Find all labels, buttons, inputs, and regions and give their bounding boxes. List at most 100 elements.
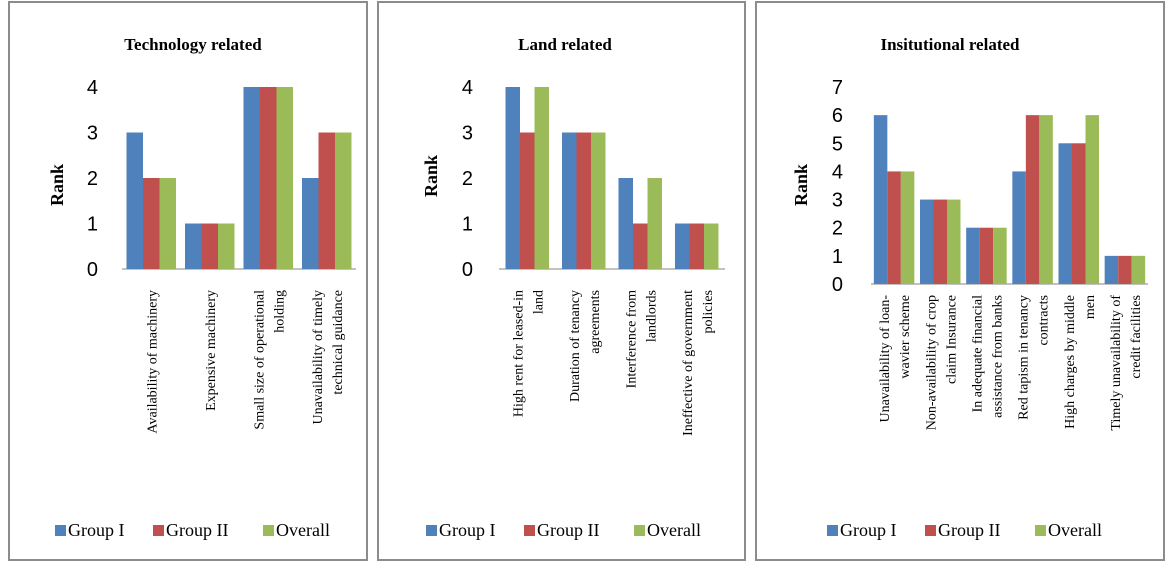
- bar-overall-4: [335, 132, 352, 269]
- bar-group-ii-3: [260, 87, 277, 269]
- x-tick-label: agreements: [588, 290, 603, 354]
- bar-group-i-2: [562, 132, 577, 269]
- panel-frame: [377, 1, 746, 561]
- bar-group-ii-3: [633, 223, 648, 269]
- x-tick-label: High charges by middle: [1063, 295, 1078, 429]
- bar-group-ii-6: [1118, 255, 1132, 284]
- y-tick-label: 2: [462, 168, 473, 190]
- y-tick-label: 7: [832, 77, 843, 99]
- legend-swatch: [827, 525, 838, 536]
- legend-swatch: [1035, 525, 1046, 536]
- x-tick-label: land: [531, 290, 546, 314]
- x-tick-label: Interference from: [624, 290, 639, 388]
- x-tick-label: holding: [272, 290, 287, 333]
- legend-label: Group I: [68, 520, 125, 540]
- chart-title: Insitutional related: [880, 35, 1020, 54]
- y-axis-label: Rank: [791, 164, 811, 206]
- y-tick-label: 2: [87, 168, 98, 190]
- bar-overall-5: [1085, 115, 1099, 285]
- legend-label: Group II: [537, 520, 599, 540]
- x-tick-label: Non-availability of crop: [924, 295, 939, 430]
- y-tick-label: 1: [832, 246, 843, 268]
- bar-overall-3: [993, 227, 1007, 284]
- x-tick-label: Unavailability of loan-: [878, 295, 893, 423]
- x-tick-label: Duration of tenancy: [568, 290, 583, 402]
- chart-title: Land related: [518, 35, 612, 54]
- bar-group-i-2: [185, 223, 202, 269]
- bar-overall-2: [218, 223, 235, 269]
- legend-swatch: [55, 525, 66, 536]
- x-tick-label: landlords: [644, 290, 659, 342]
- chart-panel-2: Land related Rank 0 1 2 3 4 High rent for lease…: [377, 1, 746, 561]
- y-tick-label: 0: [832, 274, 843, 296]
- x-tick-label: credit facilities: [1129, 295, 1144, 379]
- bar-group-i-3: [243, 87, 260, 269]
- legend-swatch: [263, 525, 274, 536]
- bar-group-i-4: [1012, 171, 1026, 284]
- legend-swatch: [634, 525, 645, 536]
- legend-label: Overall: [276, 520, 330, 540]
- bar-group-ii-2: [576, 132, 591, 269]
- bar-group-i-2: [920, 199, 934, 284]
- bar-group-ii-5: [1072, 143, 1086, 284]
- bar-group-i-5: [1058, 143, 1072, 284]
- x-tick-label: Small size of operational: [252, 290, 267, 430]
- bar-group-i-6: [1104, 255, 1119, 284]
- y-tick-label: 4: [832, 161, 843, 183]
- legend-label: Overall: [647, 520, 701, 540]
- bar-group-i-1: [126, 132, 143, 269]
- y-axis-label: Rank: [421, 155, 441, 197]
- y-tick-label: 1: [462, 214, 473, 236]
- bar-overall-3: [647, 178, 662, 269]
- bar-group-ii-4: [1025, 115, 1040, 285]
- x-tick-label: policies: [701, 290, 716, 334]
- bar-overall-6: [1131, 255, 1146, 284]
- bar-group-i-4: [302, 178, 319, 269]
- bar-overall-1: [534, 87, 549, 269]
- legend-label: Group II: [938, 520, 1000, 540]
- panel-frame: [8, 1, 368, 561]
- bar-overall-2: [591, 132, 606, 269]
- legend-label: Group I: [840, 520, 897, 540]
- x-tick-label: Ineffective of government: [681, 290, 696, 436]
- legend-label: Group II: [166, 520, 228, 540]
- y-axis-label: Rank: [47, 164, 67, 206]
- chart-title: Technology related: [124, 35, 262, 54]
- x-tick-label: wavier scheme: [898, 295, 913, 379]
- y-tick-label: 3: [462, 123, 473, 145]
- y-tick-label: 2: [832, 218, 843, 240]
- legend-swatch: [925, 525, 936, 536]
- x-tick-label: claim Insurance: [944, 295, 959, 384]
- x-tick-label: men: [1083, 295, 1098, 319]
- bar-overall-1: [159, 178, 176, 269]
- chart-panel-3: Insitutional related Rank 0 1 2 3 4 5 6 7 Unavaila…: [755, 1, 1165, 561]
- legend-swatch: [153, 525, 164, 536]
- y-tick-label: 1: [87, 214, 98, 236]
- x-tick-label: Timely unavailability of: [1109, 295, 1124, 431]
- y-tick-label: 4: [87, 77, 98, 99]
- bar-overall-3: [276, 87, 293, 269]
- x-tick-label: Availability of machinery: [145, 290, 160, 434]
- bar-group-i-1: [505, 87, 520, 269]
- y-tick-label: 4: [462, 77, 473, 99]
- legend-label: Overall: [1048, 520, 1102, 540]
- x-tick-label: technical guidance: [331, 290, 346, 395]
- bar-group-ii-1: [887, 171, 901, 284]
- legend-label: Group I: [439, 520, 496, 540]
- x-tick-label: contracts: [1037, 295, 1052, 346]
- bar-overall-1: [900, 171, 915, 284]
- y-tick-label: 0: [87, 259, 98, 281]
- bar-group-i-3: [966, 227, 980, 284]
- bar-group-ii-2: [933, 199, 947, 284]
- bar-group-ii-4: [689, 223, 704, 269]
- x-tick-label: High rent for leased-in: [511, 290, 526, 417]
- legend-swatch: [524, 525, 535, 536]
- x-tick-label: In adequate financial: [970, 295, 985, 412]
- bar-overall-4: [704, 223, 719, 269]
- bar-group-ii-2: [201, 223, 218, 269]
- bar-overall-4: [1039, 115, 1053, 285]
- bar-group-ii-3: [979, 227, 994, 284]
- y-tick-label: 3: [832, 190, 843, 212]
- bar-group-ii-1: [520, 132, 535, 269]
